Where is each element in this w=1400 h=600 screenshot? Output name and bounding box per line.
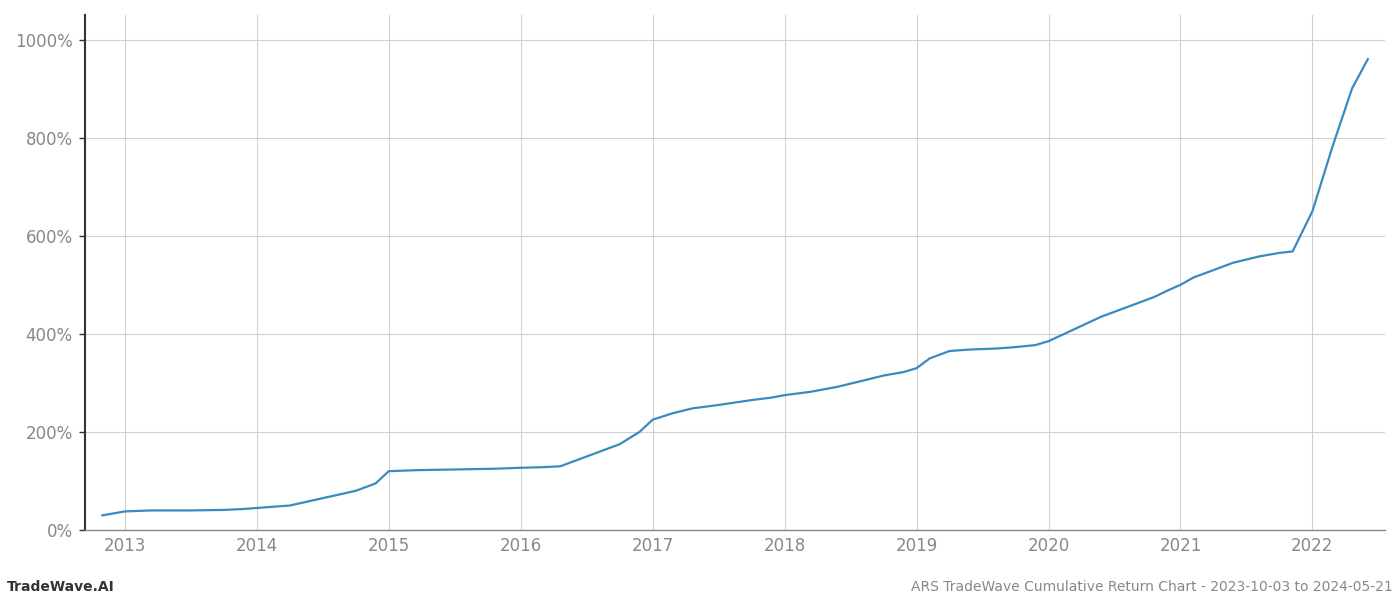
Text: ARS TradeWave Cumulative Return Chart - 2023-10-03 to 2024-05-21: ARS TradeWave Cumulative Return Chart - … — [911, 580, 1393, 594]
Text: TradeWave.AI: TradeWave.AI — [7, 580, 115, 594]
